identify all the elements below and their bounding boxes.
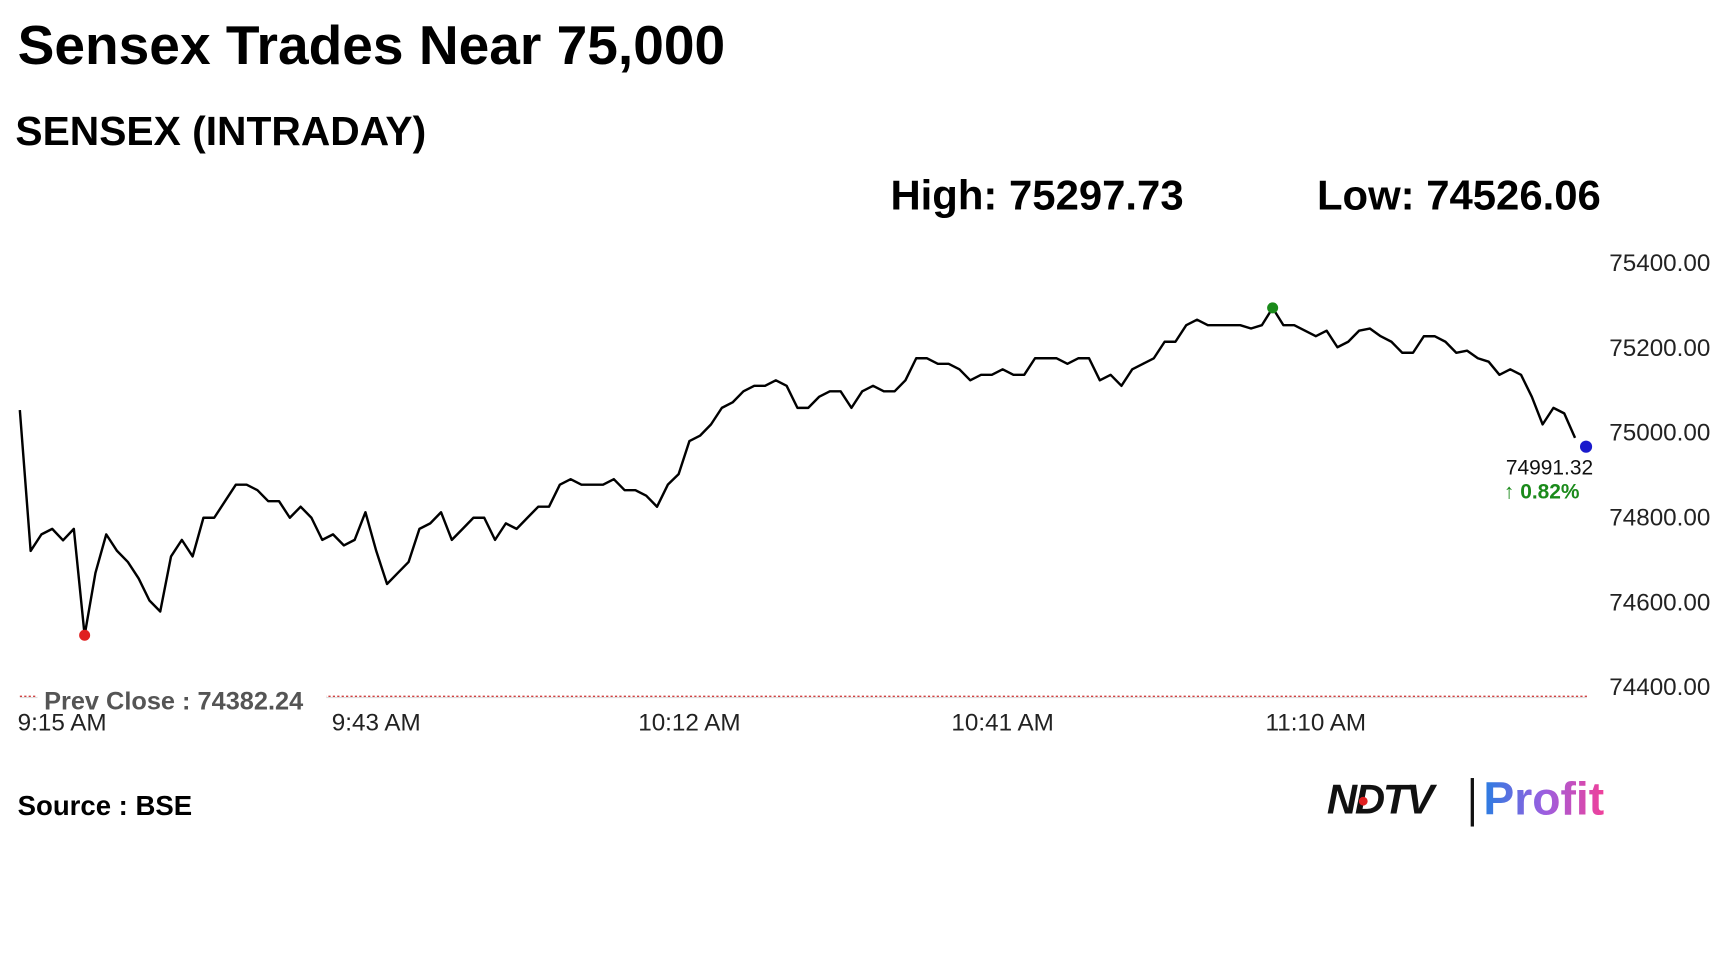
reference-label-bg	[37, 678, 327, 708]
high-point	[1267, 302, 1279, 314]
last-value-label: 74991.32	[1506, 456, 1593, 479]
logo: NDTV Profit	[1327, 773, 1604, 827]
x-tick-label: 11:10 AM	[1266, 709, 1367, 736]
y-tick-label: 74800.00	[1609, 504, 1710, 531]
series-line	[18, 306, 1577, 637]
x-tick-label: 9:43 AM	[332, 709, 421, 736]
x-tick-label: 10:41 AM	[951, 709, 1053, 736]
y-tick-label: 75200.00	[1609, 335, 1710, 362]
logo-right: Profit	[1483, 773, 1604, 825]
y-tick-label: 74400.00	[1609, 674, 1710, 701]
y-tick-label: 74600.00	[1609, 589, 1710, 616]
x-tick-label: 10:12 AM	[638, 709, 740, 736]
source: Source : BSE	[18, 790, 193, 821]
last-point	[1579, 440, 1593, 453]
change-label: ↑ 0.82%	[1504, 481, 1580, 504]
logo-left: NDTV	[1327, 775, 1437, 822]
chart-title: Sensex Trades Near 75,000	[18, 14, 726, 76]
y-tick-label: 75000.00	[1609, 420, 1710, 447]
reference-label: Prev Close : 74382.24	[44, 688, 303, 716]
chart-subtitle: SENSEX (INTRADAY)	[15, 108, 426, 154]
x-tick-label: 9:15 AM	[18, 709, 107, 736]
logo-dot	[1358, 796, 1368, 806]
low-point	[79, 629, 91, 641]
high-label: High: 75297.73	[890, 171, 1183, 218]
y-tick-label: 75400.00	[1609, 250, 1710, 277]
low-label: Low: 74526.06	[1317, 171, 1601, 218]
